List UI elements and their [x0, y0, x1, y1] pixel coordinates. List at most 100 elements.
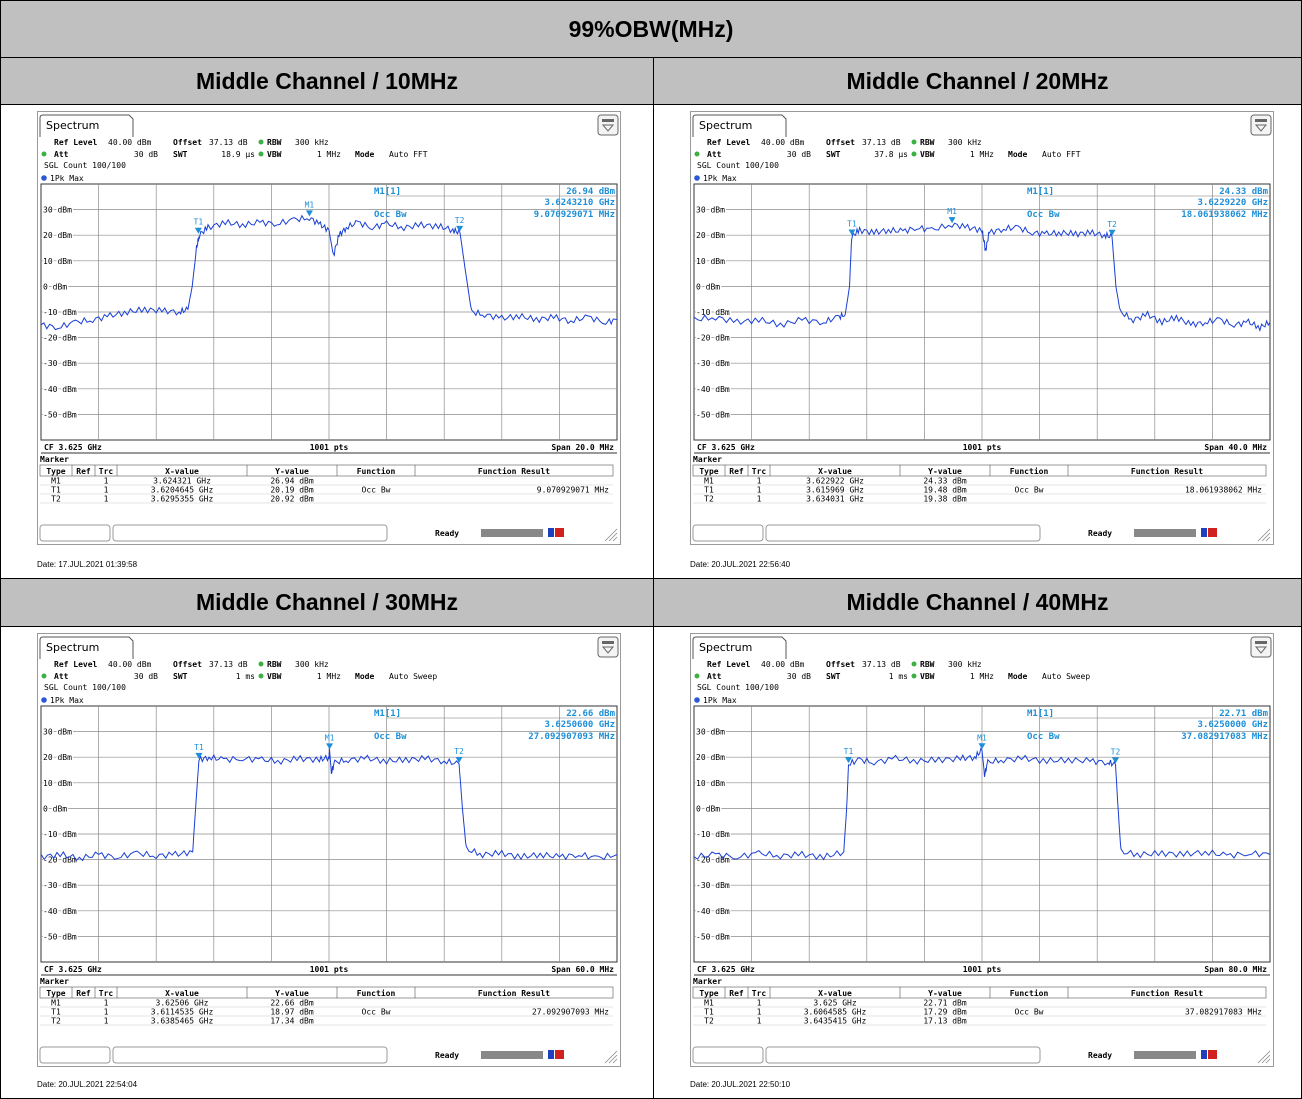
- status-ready: Ready: [1088, 1051, 1112, 1060]
- marker-table-header: Trc: [752, 989, 767, 998]
- trace-1-icon: [41, 697, 47, 703]
- spectrum-tab[interactable]: [39, 636, 134, 659]
- marker-table-cell: 1: [757, 495, 762, 504]
- marker-table-cell: 22.71 dBm: [923, 999, 967, 1008]
- y-tick-label: 20 dBm: [696, 231, 725, 240]
- y-tick-label: -10 dBm: [43, 830, 77, 839]
- capture-date: Date: 20.JUL.2021 22:50:10: [690, 1080, 791, 1089]
- resize-grip-icon[interactable]: [604, 1050, 618, 1064]
- marker-table-cell: Occ Bw: [362, 486, 391, 495]
- marker-table-cell: M1: [704, 477, 714, 486]
- marker-freq-readout: 3.6243210 GHz: [545, 198, 615, 208]
- grid: [41, 184, 617, 440]
- spectrum-tab[interactable]: [692, 636, 787, 659]
- resize-grip-icon[interactable]: [604, 528, 618, 542]
- marker-t2[interactable]: T2: [1107, 220, 1117, 236]
- status-field-1[interactable]: [39, 1046, 111, 1064]
- ref-level-label: Ref Level: [54, 660, 98, 669]
- marker-label-m1: M1: [977, 733, 987, 742]
- marker-t1[interactable]: T1: [194, 743, 204, 759]
- marker-table-cell: 3.6204645 GHz: [151, 486, 214, 495]
- resize-grip-icon[interactable]: [1257, 528, 1271, 542]
- marker-table-cell: 3.6064585 GHz: [804, 1008, 867, 1017]
- marker-table-cell: T1: [51, 486, 61, 495]
- marker-table-cell: M1: [51, 477, 61, 486]
- center-frequency: CF 3.625 GHz: [697, 965, 755, 974]
- marker-freq-readout: 3.6250000 GHz: [1198, 720, 1268, 730]
- marker-table-cell: 19.38 dBm: [923, 495, 967, 504]
- spectrum-tab[interactable]: [39, 114, 134, 137]
- marker-table-header: Function: [1010, 988, 1049, 998]
- y-tick-label: 30 dBm: [43, 206, 72, 215]
- status-field-2[interactable]: [112, 524, 388, 542]
- marker-t1[interactable]: T1: [844, 747, 854, 764]
- y-tick-label: -10 dBm: [696, 830, 730, 839]
- marker-table-cell: T2: [51, 1017, 61, 1026]
- occ-bw-label: Occ Bw: [374, 732, 407, 742]
- menu-collapse-icon[interactable]: [597, 636, 619, 658]
- marker-m1[interactable]: M1: [947, 207, 957, 224]
- marker-table-cell: 1: [104, 495, 109, 504]
- marker-t2[interactable]: T2: [454, 747, 464, 764]
- marker-table-cell: 20.19 dBm: [270, 486, 314, 495]
- marker-table-header: X-value: [165, 467, 199, 476]
- marker-table-cell: 19.48 dBm: [923, 486, 967, 495]
- y-tick-label: 10 dBm: [696, 779, 725, 788]
- trace-1-icon: [41, 175, 47, 181]
- occ-bw-readout: 27.092907093 MHz: [528, 732, 615, 742]
- marker-m1[interactable]: M1: [977, 733, 987, 750]
- grid: [41, 706, 617, 962]
- marker-table-cell: 18.97 dBm: [270, 1008, 314, 1017]
- marker-table-header: Ref: [729, 467, 744, 476]
- status-field-2[interactable]: [765, 1046, 1041, 1064]
- marker-table-cell: T1: [704, 486, 714, 495]
- vbw-value: 1 MHz: [970, 672, 994, 681]
- occ-bw-readout: 37.082917083 MHz: [1181, 732, 1268, 742]
- status-field-1[interactable]: [39, 524, 111, 542]
- marker-t2[interactable]: T2: [455, 216, 465, 232]
- resize-grip-icon[interactable]: [1257, 1050, 1271, 1064]
- occ-bw-label: Occ Bw: [1027, 210, 1060, 220]
- marker-label-t1: T1: [194, 743, 204, 752]
- marker-label-t1: T1: [847, 220, 857, 229]
- marker-table-cell: 1: [104, 999, 109, 1008]
- marker-table-cell: 20.92 dBm: [270, 495, 314, 504]
- panel-heading-10mhz: Middle Channel / 10MHz: [0, 57, 654, 105]
- marker-table-header: Function Result: [1131, 466, 1203, 476]
- spectrum-tab[interactable]: [692, 114, 787, 137]
- marker-t1[interactable]: T1: [847, 220, 857, 236]
- mode-value: Auto Sweep: [389, 672, 437, 681]
- marker-table-header: X-value: [818, 989, 852, 998]
- y-tick-label: -50 dBm: [696, 932, 730, 941]
- y-tick-label: -50 dBm: [43, 932, 77, 941]
- y-tick-label: -10 dBm: [696, 308, 730, 317]
- span: Span 40.0 MHz: [1204, 443, 1267, 452]
- marker-t2[interactable]: T2: [1111, 748, 1121, 764]
- marker-table-cell: Occ Bw: [362, 1008, 391, 1017]
- marker-label-t1: T1: [194, 218, 204, 227]
- marker-m1[interactable]: M1: [305, 200, 315, 217]
- status-field-2[interactable]: [112, 1046, 388, 1064]
- status-field-1[interactable]: [692, 1046, 764, 1064]
- status-field-1[interactable]: [692, 524, 764, 542]
- marker-name-readout: M1[1]: [374, 187, 401, 197]
- marker-table-header: Trc: [99, 989, 114, 998]
- status-field-2[interactable]: [765, 524, 1041, 542]
- span: Span 60.0 MHz: [551, 965, 614, 974]
- trace-1: [40, 214, 618, 331]
- menu-collapse-icon[interactable]: [1250, 636, 1272, 658]
- marker-m1[interactable]: M1: [325, 733, 335, 750]
- mode-label: Mode: [355, 672, 374, 681]
- menu-collapse-icon[interactable]: [1250, 114, 1272, 136]
- marker-table-header: X-value: [818, 467, 852, 476]
- marker-table-cell: T2: [51, 495, 61, 504]
- marker-t1[interactable]: T1: [194, 218, 204, 234]
- y-tick-label: 30 dBm: [43, 728, 72, 737]
- panel-20mhz: Spectrum Ref Level 40.00 dBm Offset 37.13 dB…: [653, 104, 1302, 579]
- marker-table-cell: 1: [104, 486, 109, 495]
- menu-collapse-icon[interactable]: [597, 114, 619, 136]
- mode-label: Mode: [355, 150, 374, 159]
- swt-label: SWT: [826, 672, 841, 681]
- swt-label: SWT: [173, 150, 188, 159]
